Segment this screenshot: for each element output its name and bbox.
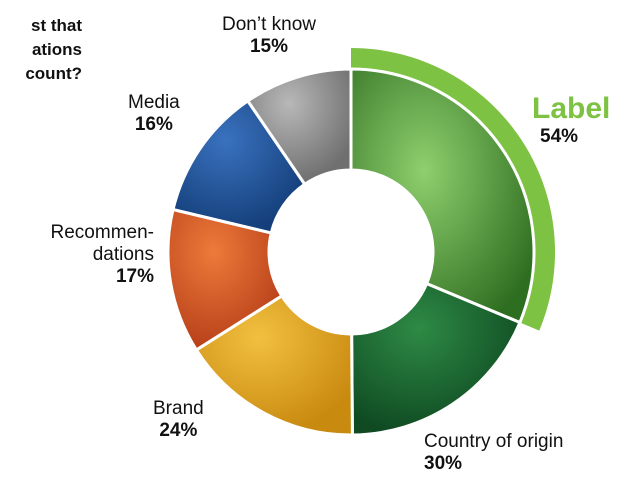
- brand-percent: 24%: [159, 420, 198, 441]
- question-line-1: st that: [31, 16, 82, 35]
- brand-name: Brand: [153, 398, 204, 419]
- question-line-2: ations: [31, 40, 82, 59]
- country-name: Country of origin: [424, 431, 564, 452]
- donut-center-hole: [269, 170, 433, 334]
- dontknow-percent: 15%: [249, 36, 289, 57]
- recommendations-label: Recommen- dations 17%: [14, 222, 154, 288]
- question-line-3: count?: [25, 64, 82, 83]
- country-percent: 30%: [424, 453, 463, 474]
- media-name: Media: [128, 92, 180, 113]
- recommendations-percent: 17%: [115, 266, 154, 287]
- recommendations-name-1: Recommen-: [50, 222, 154, 243]
- media-percent: 16%: [134, 114, 173, 135]
- survey-question: st that ations count?: [25, 14, 82, 86]
- dontknow-name: Don’t know: [222, 14, 316, 35]
- label-percent: 54%: [540, 126, 579, 147]
- brand-label: Brand 24%: [153, 398, 204, 442]
- recommendations-name-2: dations: [92, 244, 154, 265]
- dontknow-label: Don’t know 15%: [222, 14, 316, 58]
- media-label: Media 16%: [128, 92, 180, 136]
- label-label: Label 54%: [532, 92, 610, 148]
- country-label: Country of origin 30%: [424, 431, 563, 475]
- label-name: Label: [532, 92, 611, 125]
